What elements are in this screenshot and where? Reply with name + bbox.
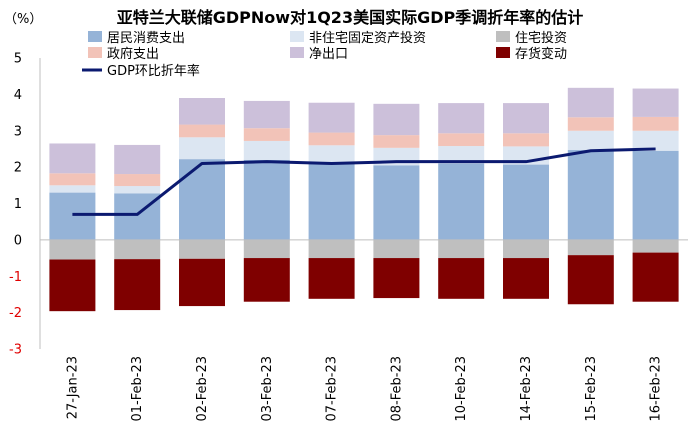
bar-segment — [49, 192, 96, 240]
bar-segment — [308, 258, 355, 299]
y-tick-label: -2 — [9, 306, 22, 321]
bar-segment — [373, 258, 420, 299]
legend-swatch — [290, 47, 304, 58]
x-tick-label: 16-Feb-23 — [649, 356, 664, 421]
y-axis-unit-label: （%） — [4, 12, 43, 27]
bar-segment — [49, 185, 96, 193]
bar-segment — [49, 173, 96, 186]
legend-swatch — [88, 47, 102, 58]
x-tick-label: 15-Feb-23 — [584, 356, 599, 421]
bar-segment — [373, 165, 420, 240]
y-tick-label: -3 — [9, 343, 22, 358]
gdp-line — [72, 147, 656, 216]
bar-segment — [438, 103, 485, 134]
chart-title: 亚特兰大联储GDPNow对1Q23美国实际GDP季调折年率的估计 — [116, 8, 584, 27]
y-tick-label: 2 — [14, 161, 22, 176]
bar-segment — [49, 259, 96, 312]
bar-segment — [308, 239, 355, 259]
bar-segment — [567, 117, 614, 131]
y-tick-label: 0 — [14, 233, 22, 248]
legend-swatch — [88, 31, 102, 42]
x-tick-label: 10-Feb-23 — [454, 356, 469, 421]
bar-segment — [438, 239, 485, 259]
bar-segment — [179, 258, 225, 307]
bar-segment — [179, 159, 225, 240]
bar-segment — [243, 140, 290, 160]
bar-segment — [243, 258, 290, 302]
y-tick-label: -1 — [9, 270, 22, 285]
x-tick-label: 01-Feb-23 — [130, 356, 145, 421]
legend-label: GDP环比折年率 — [107, 63, 200, 79]
bar-segment — [373, 103, 420, 136]
bar-segment — [243, 159, 290, 240]
bar-segment — [308, 162, 355, 240]
bar-segment — [243, 128, 290, 141]
bar-segment — [632, 88, 679, 117]
bar-segment — [438, 258, 485, 299]
bar-segment — [438, 163, 485, 240]
bar-segment — [503, 258, 549, 299]
bar-segment — [503, 103, 549, 134]
y-tick-label: 4 — [14, 88, 22, 103]
bar-segment — [567, 130, 614, 151]
legend-swatch — [496, 47, 510, 58]
legend-label: 存货变动 — [515, 46, 567, 62]
legend-label: 非住宅固定资产投资 — [309, 30, 426, 46]
bar-segment — [243, 100, 290, 129]
bar-segment — [179, 137, 225, 160]
bar-segment — [503, 239, 549, 259]
bar-segment — [179, 98, 225, 125]
bar-segment — [179, 124, 225, 138]
legend-label: 政府支出 — [107, 47, 159, 62]
bar-segment — [49, 143, 96, 174]
bar-segment — [632, 130, 679, 151]
x-tick-label: 27-Jan-23 — [65, 356, 80, 419]
bar-segment — [503, 133, 549, 147]
bar-segment — [632, 150, 679, 240]
bar-segment — [503, 164, 549, 240]
bar-segment — [438, 133, 485, 147]
bar-segment — [308, 145, 355, 163]
bar-segment — [567, 87, 614, 118]
x-tick-label: 03-Feb-23 — [260, 356, 275, 421]
bar-segment — [632, 239, 679, 253]
bar-segment — [308, 102, 355, 133]
bar-segment — [243, 239, 290, 259]
bar-segment — [308, 132, 355, 146]
bar-segment — [114, 259, 161, 311]
legend-label: 住宅投资 — [515, 30, 567, 46]
legend-label: 净出口 — [309, 47, 348, 62]
y-tick-label: 5 — [14, 52, 22, 67]
x-tick-label: 08-Feb-23 — [389, 356, 404, 421]
x-tick-label: 02-Feb-23 — [195, 356, 210, 421]
bar-segment — [632, 252, 679, 302]
bar-segment — [49, 239, 96, 260]
y-tick-label: 1 — [14, 197, 22, 212]
x-tick-label: 07-Feb-23 — [325, 356, 340, 421]
bar-segment — [373, 239, 420, 259]
bar-segment — [179, 239, 225, 259]
y-tick-label: 3 — [14, 124, 22, 139]
legend-swatch — [290, 31, 304, 42]
bar-segment — [114, 144, 161, 175]
bar-segment — [114, 239, 161, 260]
bar-segment — [114, 186, 161, 194]
x-tick-label: 14-Feb-23 — [519, 356, 534, 421]
legend-label: 居民消费支出 — [107, 31, 185, 46]
bar-segment — [438, 146, 485, 164]
bar-segment — [567, 239, 614, 256]
bar-segment — [632, 116, 679, 131]
bar-segment — [373, 135, 420, 148]
bar-segment — [567, 255, 614, 305]
legend-swatch — [496, 31, 510, 42]
bar-segment — [567, 150, 614, 240]
bar-segment — [114, 174, 161, 187]
